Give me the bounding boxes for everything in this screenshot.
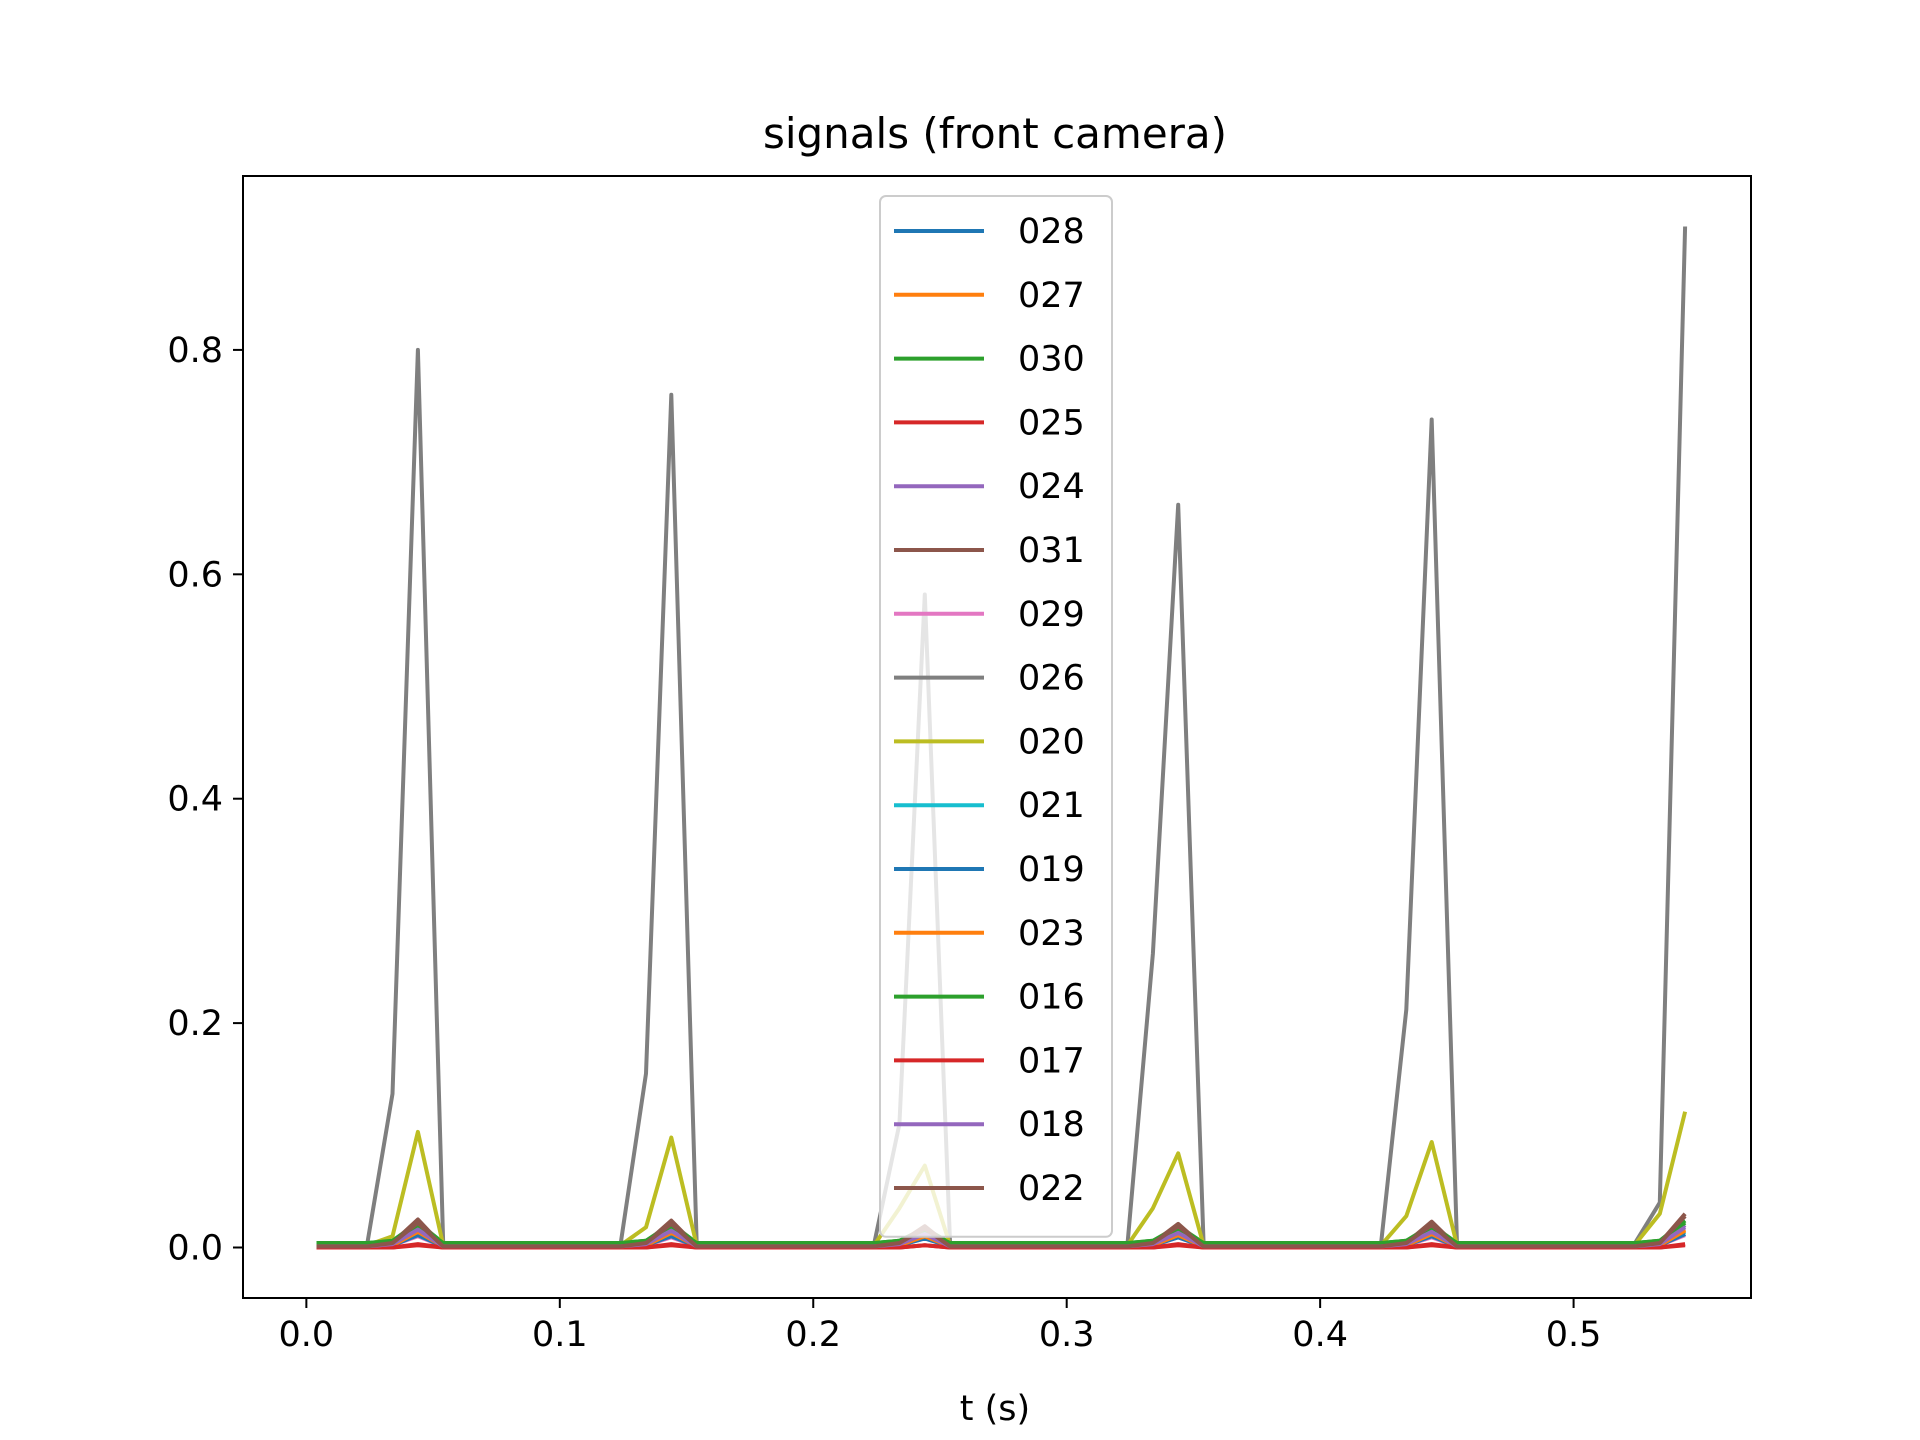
legend-label-016: 016 bbox=[1018, 978, 1085, 1018]
legend-label-020: 020 bbox=[1018, 722, 1085, 762]
legend-label-028: 028 bbox=[1018, 212, 1085, 252]
legend-label-025: 025 bbox=[1018, 403, 1085, 443]
legend-label-017: 017 bbox=[1018, 1041, 1085, 1081]
chart-title: signals (front camera) bbox=[763, 109, 1227, 158]
legend-label-031: 031 bbox=[1018, 531, 1085, 571]
legend-label-027: 027 bbox=[1018, 276, 1085, 316]
y-axis: 0.0 0.2 0.4 0.6 0.8 bbox=[167, 331, 243, 1269]
legend-label-026: 026 bbox=[1018, 659, 1085, 699]
x-tick-label: 0.4 bbox=[1292, 1315, 1348, 1355]
y-tick-label: 0.0 bbox=[167, 1229, 223, 1269]
x-tick-label: 0.2 bbox=[785, 1315, 841, 1355]
y-tick-label: 0.8 bbox=[167, 331, 223, 371]
series-line-022 bbox=[316, 1214, 1687, 1249]
y-tick-label: 0.2 bbox=[167, 1004, 223, 1044]
legend-label-018: 018 bbox=[1018, 1105, 1085, 1145]
legend-label-030: 030 bbox=[1018, 340, 1085, 380]
x-axis: 0.0 0.1 0.2 0.3 0.4 0.5 bbox=[279, 1298, 1602, 1355]
legend: 028 027 030 025 024 031 029 026 020 021 019 023 016 0… bbox=[879, 195, 1113, 1238]
legend-label-024: 024 bbox=[1018, 467, 1085, 507]
legend-label-021: 021 bbox=[1018, 786, 1085, 826]
x-tick-label: 0.0 bbox=[279, 1315, 335, 1355]
y-tick-label: 0.4 bbox=[167, 780, 223, 820]
series-layer bbox=[316, 226, 1688, 1250]
legend-label-022: 022 bbox=[1018, 1169, 1085, 1209]
x-tick-label: 0.3 bbox=[1039, 1315, 1095, 1355]
legend-label-029: 029 bbox=[1018, 595, 1085, 635]
y-tick-label: 0.6 bbox=[167, 555, 223, 595]
x-tick-label: 0.1 bbox=[532, 1315, 588, 1355]
series-line-016 bbox=[316, 1221, 1687, 1245]
plot-frame bbox=[242, 175, 1752, 1299]
legend-box bbox=[879, 195, 1113, 1238]
x-tick-label: 0.5 bbox=[1546, 1315, 1602, 1355]
x-axis-title: t (s) bbox=[960, 1389, 1030, 1429]
legend-label-023: 023 bbox=[1018, 914, 1085, 954]
legend-label-019: 019 bbox=[1018, 850, 1085, 890]
